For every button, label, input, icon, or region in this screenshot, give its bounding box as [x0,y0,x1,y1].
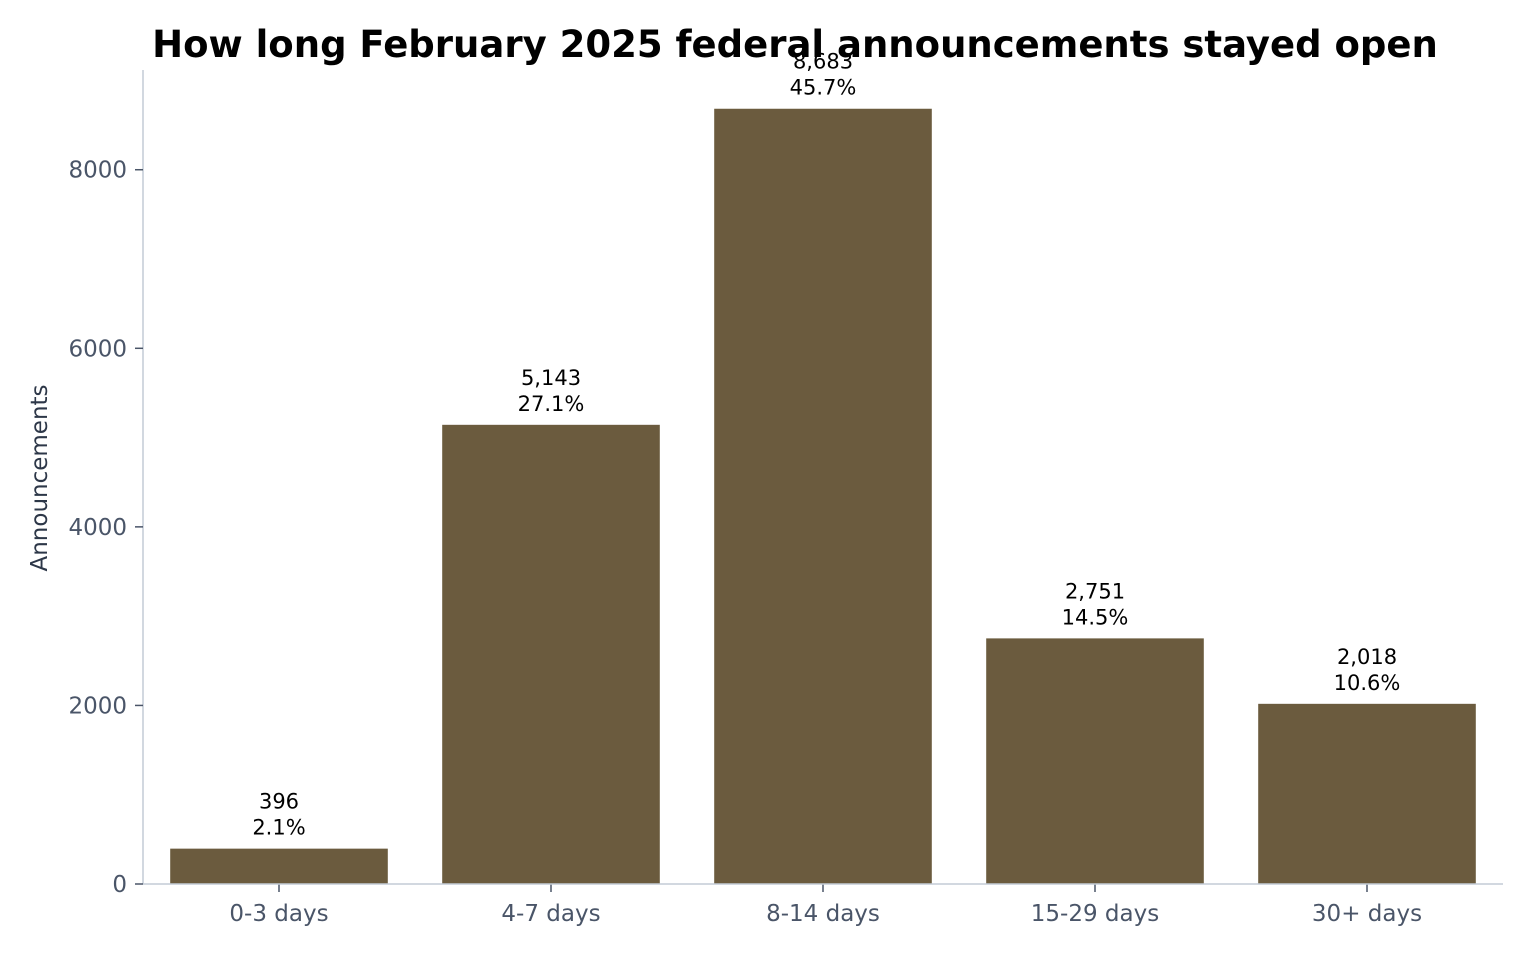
bar [714,108,932,885]
bars-group [170,108,1476,885]
bar [442,424,660,884]
y-tick-label: 2000 [68,693,127,719]
bar [1258,703,1476,884]
data-label-value: 8,683 [793,50,853,74]
y-tick-label: 8000 [68,158,127,184]
bar [170,848,388,884]
data-label-value: 5,143 [521,366,581,390]
data-label-percent: 27.1% [518,392,585,416]
x-tick-label: 4-7 days [501,901,600,927]
axes-group: 0-3 days 4-7 days 8-14 days 15-29 days 30+ d… [68,70,1503,927]
x-tick-label: 8-14 days [766,901,880,927]
data-label-percent: 10.6% [1334,671,1401,695]
y-tick-label: 0 [112,872,127,898]
y-tick-label: 4000 [68,515,127,541]
x-tick-label: 0-3 days [229,901,328,927]
data-label-value: 2,018 [1337,645,1397,669]
y-axis-label: Announcements [27,384,53,571]
data-label-value: 396 [259,790,299,814]
data-label-percent: 14.5% [1062,605,1129,629]
x-tick-label: 30+ days [1312,901,1422,927]
bar [986,638,1204,884]
data-label-percent: 45.7% [790,76,857,100]
x-tick-label: 15-29 days [1031,901,1159,927]
chart-title: How long February 2025 federal announcem… [152,23,1438,66]
data-label-percent: 2.1% [252,816,305,840]
y-tick-label: 6000 [68,336,127,362]
data-label-value: 2,751 [1065,579,1125,603]
